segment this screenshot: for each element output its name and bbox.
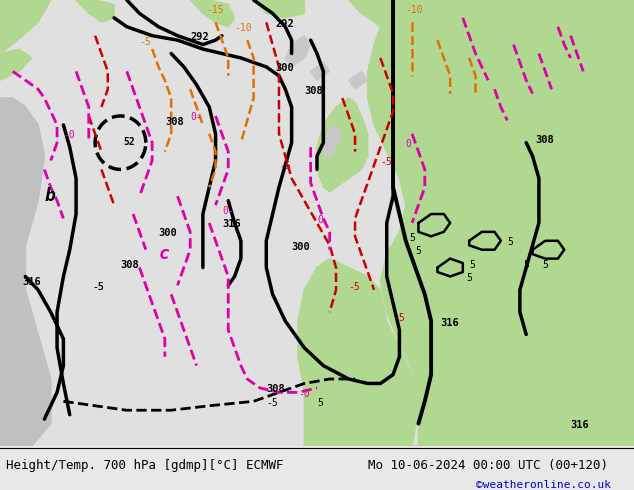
Polygon shape xyxy=(190,0,235,27)
Text: 5: 5 xyxy=(523,260,529,270)
Polygon shape xyxy=(311,62,330,80)
Text: 5: 5 xyxy=(469,260,475,270)
Text: -5: -5 xyxy=(279,161,291,172)
Text: 0-: 0- xyxy=(190,112,202,122)
Text: Height/Temp. 700 hPa [gdmp][°C] ECMWF: Height/Temp. 700 hPa [gdmp][°C] ECMWF xyxy=(6,459,284,472)
Text: c: c xyxy=(158,245,169,263)
Polygon shape xyxy=(368,22,634,446)
Polygon shape xyxy=(0,0,51,53)
Text: -10: -10 xyxy=(406,5,424,15)
Text: -0: -0 xyxy=(298,389,310,399)
Text: -15: -15 xyxy=(206,5,224,15)
Text: 5: 5 xyxy=(409,233,415,243)
Text: 5: 5 xyxy=(466,273,472,283)
Text: 52: 52 xyxy=(124,137,136,147)
Text: 308: 308 xyxy=(266,384,285,394)
Text: -0: -0 xyxy=(63,130,75,140)
Text: 5: 5 xyxy=(317,398,323,408)
Text: 0: 0 xyxy=(317,215,323,225)
Text: 292: 292 xyxy=(190,32,209,42)
Polygon shape xyxy=(349,72,368,89)
Text: Mo 10-06-2024 00:00 UTC (00+120): Mo 10-06-2024 00:00 UTC (00+120) xyxy=(368,459,608,472)
Text: -5: -5 xyxy=(92,282,104,292)
Text: -5: -5 xyxy=(139,37,152,47)
Text: 316: 316 xyxy=(441,318,460,327)
Text: -5: -5 xyxy=(92,282,104,292)
Polygon shape xyxy=(323,125,342,156)
Text: 5: 5 xyxy=(415,246,421,256)
Polygon shape xyxy=(349,0,634,40)
Text: -10: -10 xyxy=(235,23,252,33)
Text: 300: 300 xyxy=(292,242,311,252)
Polygon shape xyxy=(0,98,51,446)
Polygon shape xyxy=(317,98,368,192)
Text: -5: -5 xyxy=(380,157,392,167)
Polygon shape xyxy=(298,259,418,446)
Polygon shape xyxy=(0,49,32,80)
Text: 316: 316 xyxy=(22,277,41,287)
Text: -5: -5 xyxy=(349,282,361,292)
Text: 316: 316 xyxy=(571,420,590,430)
Text: ©weatheronline.co.uk: ©weatheronline.co.uk xyxy=(476,480,611,490)
Text: 5: 5 xyxy=(507,237,513,247)
Text: 308: 308 xyxy=(304,86,323,96)
Text: 316: 316 xyxy=(222,220,241,229)
Polygon shape xyxy=(0,98,51,446)
Text: 300: 300 xyxy=(276,63,295,74)
Polygon shape xyxy=(76,0,114,22)
Text: b: b xyxy=(44,187,55,205)
Text: -5: -5 xyxy=(393,313,405,323)
Text: 292: 292 xyxy=(276,19,295,29)
Polygon shape xyxy=(254,0,304,18)
Text: 5: 5 xyxy=(542,260,548,270)
Polygon shape xyxy=(285,36,311,67)
Text: 300: 300 xyxy=(158,228,178,238)
Text: 0: 0 xyxy=(406,139,411,149)
Text: 308: 308 xyxy=(165,117,184,127)
Text: 308: 308 xyxy=(536,135,555,145)
Text: -5: -5 xyxy=(266,398,278,408)
Text: 0-: 0- xyxy=(222,206,234,216)
Text: 308: 308 xyxy=(120,260,139,270)
